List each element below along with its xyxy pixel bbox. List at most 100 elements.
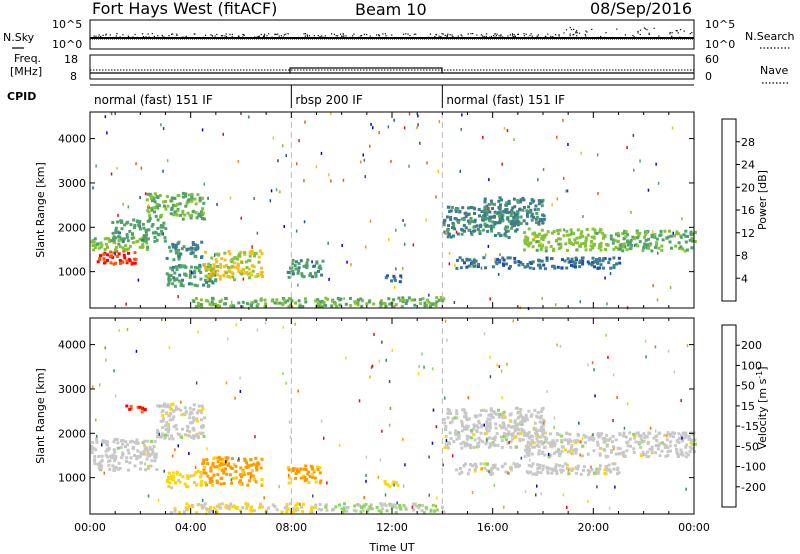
scatter-cell bbox=[559, 242, 563, 246]
scatter-cell bbox=[603, 439, 607, 443]
scatter-cell bbox=[128, 461, 132, 465]
scatter-cell bbox=[591, 227, 595, 231]
speckle-cell bbox=[275, 188, 278, 192]
scatter-cell bbox=[493, 444, 497, 448]
scatter-cell bbox=[442, 297, 446, 301]
scatter-cell bbox=[496, 443, 500, 447]
scatter-cell bbox=[623, 245, 627, 249]
noise-marks bbox=[90, 27, 694, 40]
speckle-cell bbox=[312, 494, 314, 498]
scatter-cell bbox=[148, 453, 152, 457]
scatter-cell bbox=[219, 482, 223, 486]
scatter-cell bbox=[622, 431, 626, 435]
scatter-cell bbox=[527, 409, 531, 413]
scatter-cell bbox=[224, 504, 228, 508]
noise-dot bbox=[537, 34, 539, 36]
scatter-cell bbox=[570, 468, 574, 472]
speckle-cell bbox=[202, 498, 204, 502]
scatter-cell bbox=[230, 457, 234, 461]
speckle-cell bbox=[137, 278, 140, 282]
scatter-cell bbox=[546, 230, 550, 234]
scatter-cell bbox=[194, 202, 198, 206]
scatter-cell bbox=[200, 210, 204, 214]
scatter-cell bbox=[137, 223, 141, 227]
scatter-cell bbox=[666, 446, 670, 450]
scatter-cell bbox=[148, 445, 152, 449]
scatter-cell bbox=[138, 245, 142, 249]
speckle-cell bbox=[385, 358, 387, 362]
scatter-cell bbox=[483, 222, 487, 226]
velocity-ylabel: Slant Range [km] bbox=[34, 368, 47, 464]
scatter-cell bbox=[460, 217, 464, 221]
scatter-cell bbox=[628, 431, 632, 435]
scatter-cell bbox=[690, 447, 694, 451]
noise-dot bbox=[109, 34, 111, 36]
scatter-cell bbox=[623, 229, 627, 233]
scatter-cell bbox=[540, 237, 544, 241]
speckle-cell bbox=[496, 363, 498, 367]
scatter-cell bbox=[292, 507, 296, 511]
speckle-cell bbox=[116, 166, 118, 170]
scatter-cell bbox=[172, 265, 175, 269]
scatter-cell bbox=[650, 447, 654, 451]
scatter-cell bbox=[461, 258, 465, 262]
scatter-cell bbox=[584, 238, 588, 242]
scatter-cell bbox=[679, 448, 683, 452]
noise-dot bbox=[95, 35, 97, 37]
speckle-cell bbox=[547, 452, 550, 456]
scatter-cell bbox=[525, 222, 529, 226]
scatter-cell bbox=[584, 435, 588, 439]
scatter-cell bbox=[258, 249, 262, 253]
scatter-cell bbox=[491, 464, 495, 467]
scatter-cell bbox=[501, 435, 505, 439]
scatter-cell bbox=[172, 409, 176, 413]
scatter-cell bbox=[173, 243, 177, 247]
freq-panel: Freq. [MHz] 18 8 60 0 Nave bbox=[10, 52, 788, 84]
speckle-cell bbox=[166, 159, 169, 163]
scatter-cell bbox=[125, 459, 128, 463]
scatter-cell bbox=[530, 198, 534, 202]
scatter-cell bbox=[684, 455, 688, 459]
speckle-cell bbox=[437, 169, 439, 173]
scatter-cell bbox=[579, 472, 583, 476]
time-axis-label: Time UT bbox=[368, 541, 414, 554]
speckle-cell bbox=[294, 322, 296, 326]
noise-dot bbox=[242, 36, 244, 38]
noise-dot bbox=[122, 34, 124, 36]
scatter-cell bbox=[251, 252, 254, 256]
scatter-cell bbox=[519, 198, 523, 202]
scatter-cell bbox=[133, 454, 136, 457]
speckle-cell bbox=[591, 361, 594, 365]
colorbar-tick-label: -100 bbox=[741, 461, 766, 474]
scatter-cell bbox=[106, 440, 109, 444]
scatter-cell bbox=[219, 265, 223, 269]
scatter-cell bbox=[575, 248, 579, 252]
scatter-cell bbox=[249, 505, 253, 509]
scatter-cell bbox=[428, 305, 432, 309]
scatter-cell bbox=[121, 438, 125, 442]
noise-dot bbox=[357, 36, 359, 39]
noise-dot bbox=[569, 35, 571, 37]
scatter-cell bbox=[595, 258, 598, 262]
scatter-cell bbox=[669, 234, 673, 238]
scatter-cell bbox=[606, 243, 610, 247]
scatter-cell bbox=[571, 243, 575, 247]
scatter-cell bbox=[574, 241, 577, 245]
scatter-cell bbox=[529, 202, 533, 205]
scatter-cell bbox=[206, 474, 210, 478]
scatter-cell bbox=[172, 471, 176, 475]
scatter-cell bbox=[684, 445, 688, 449]
scatter-cell bbox=[387, 297, 391, 301]
scatter-cell bbox=[570, 444, 574, 448]
scatter-cell bbox=[304, 464, 308, 468]
speckle-cell bbox=[592, 433, 594, 437]
scatter-cell bbox=[676, 454, 680, 458]
nsearch-tick-top: 10^5 bbox=[705, 18, 735, 31]
speckle-cell bbox=[596, 153, 599, 157]
scatter-cell bbox=[579, 244, 582, 248]
scatter-cell bbox=[195, 411, 199, 415]
scatter-cell bbox=[243, 251, 247, 255]
scatter-cell bbox=[574, 441, 578, 445]
scatter-cell bbox=[485, 209, 489, 213]
scatter-cell bbox=[537, 440, 541, 444]
